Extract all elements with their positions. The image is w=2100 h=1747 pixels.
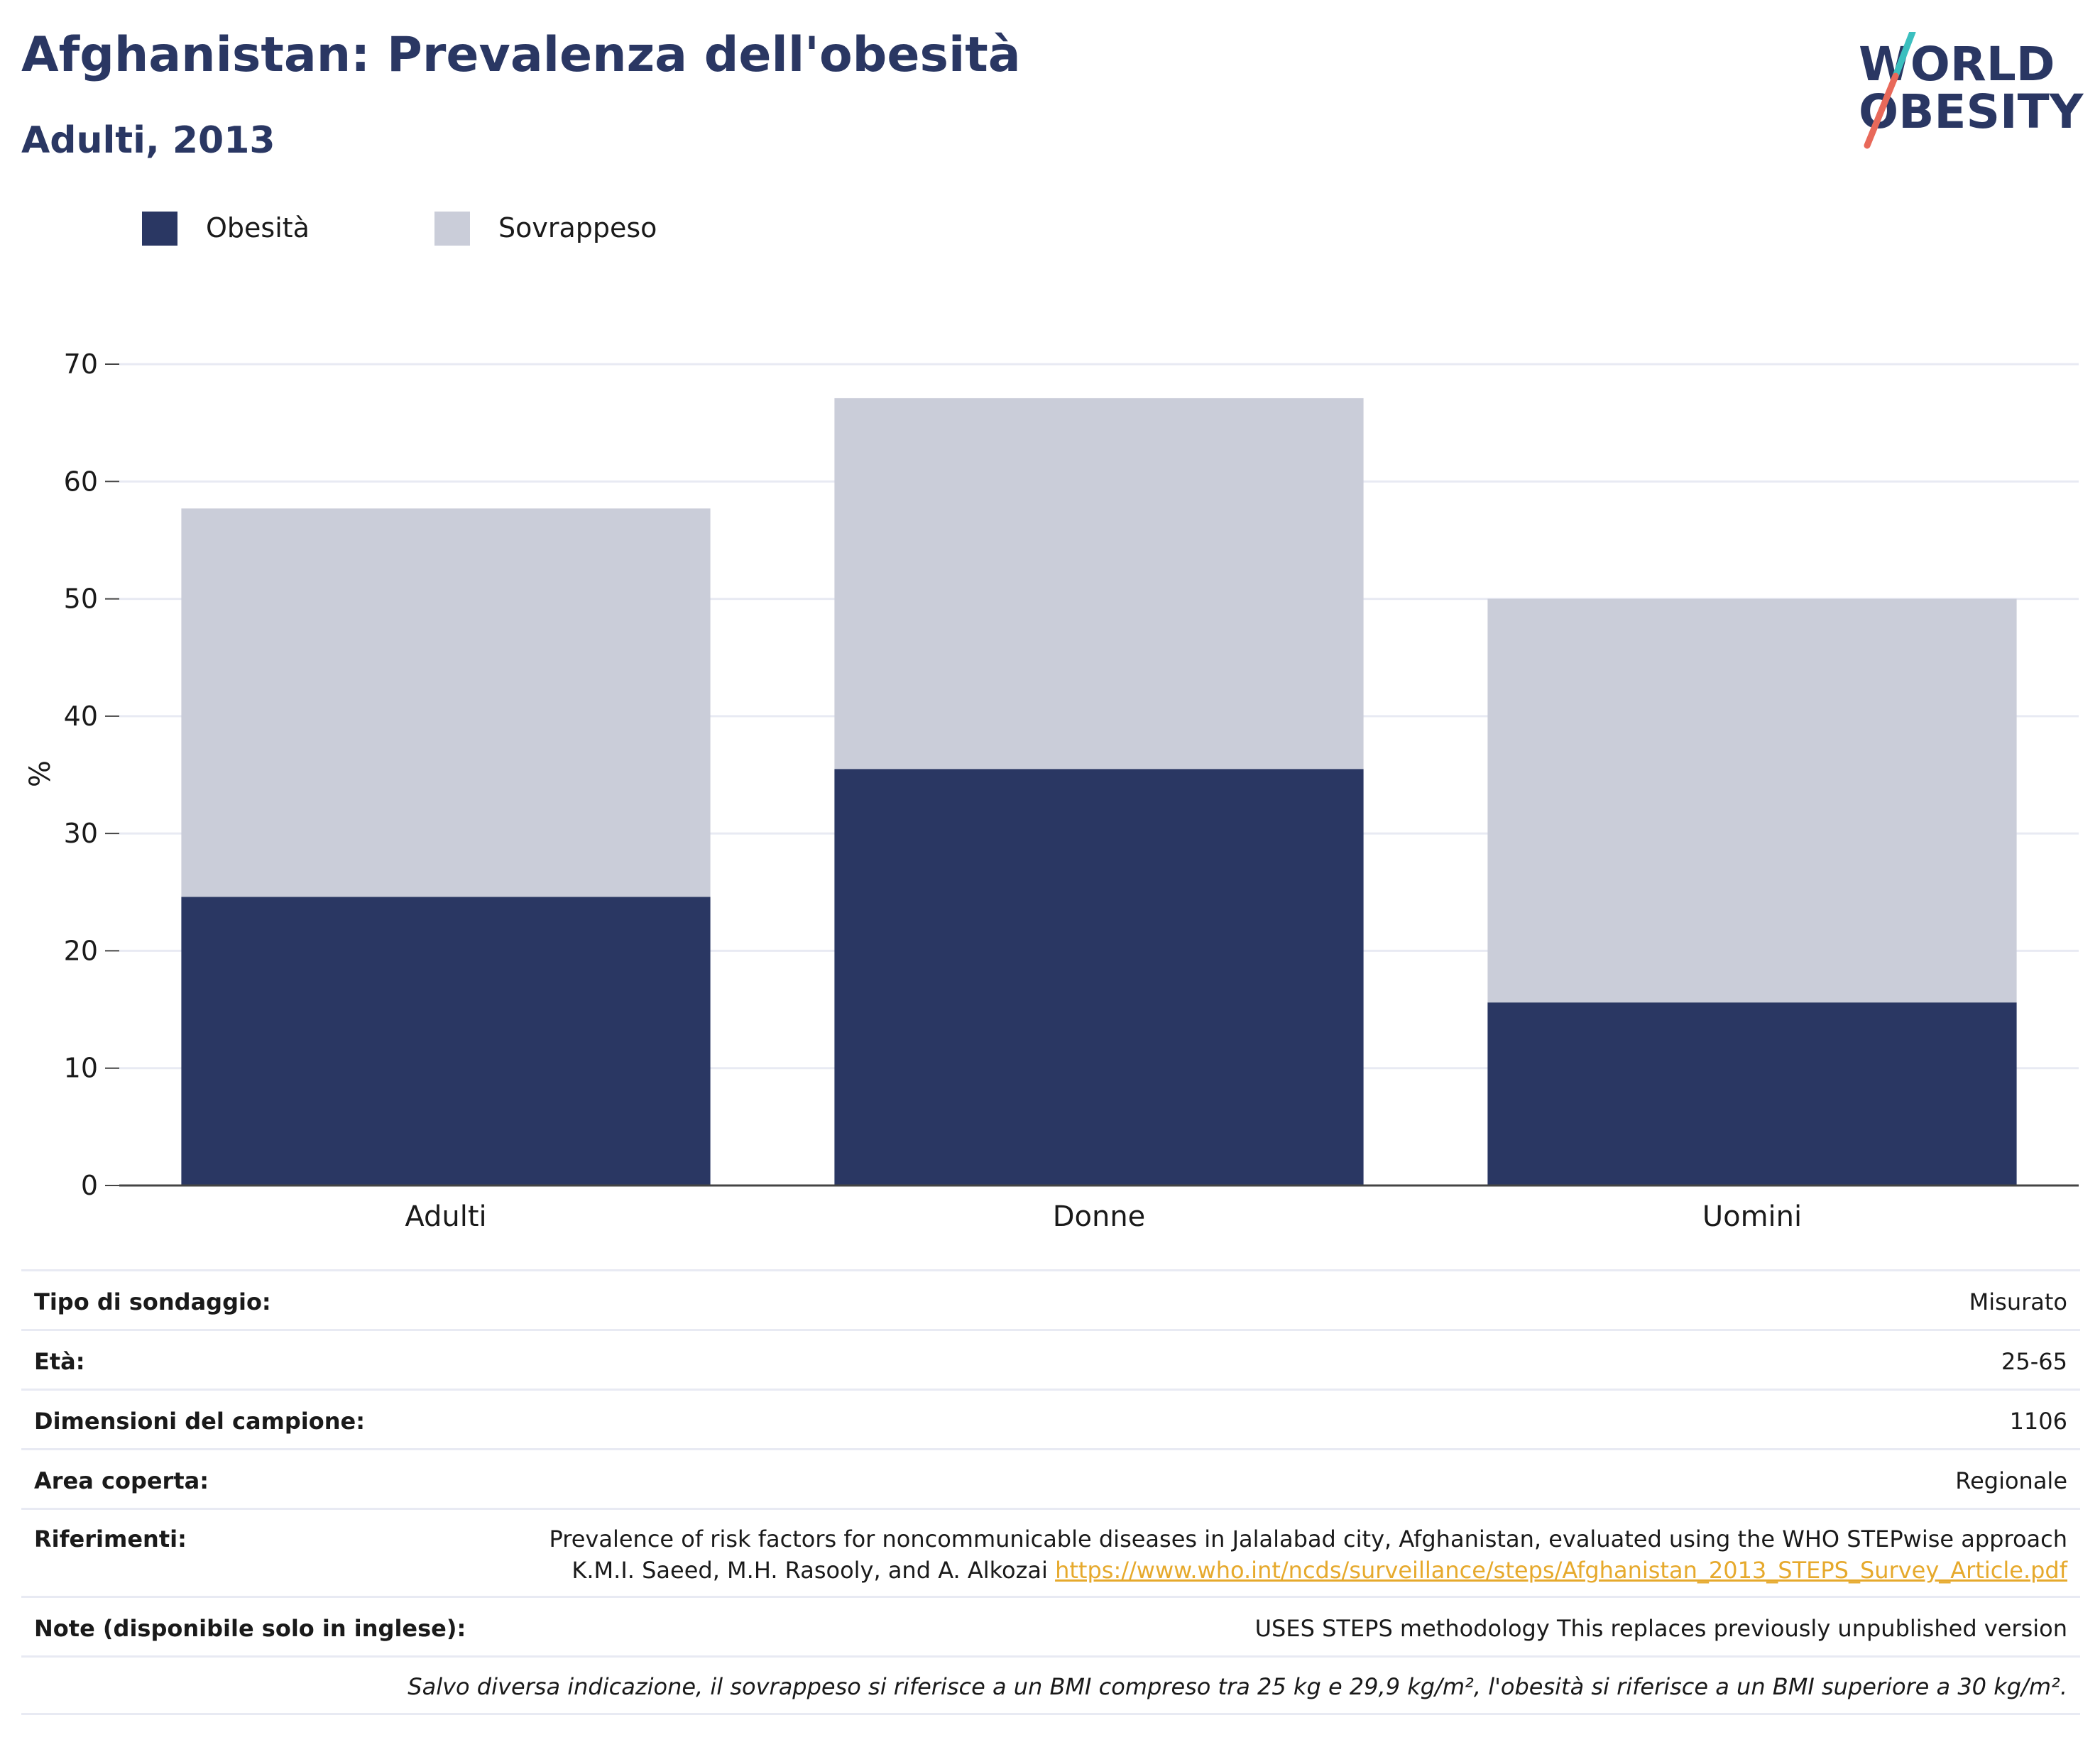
world-obesity-logo: WORLD OBESITY bbox=[1859, 32, 2084, 149]
bar-chart: 0 10 20 30 40 50 60 70 Adulti Donne Uomini% bbox=[24, 349, 2079, 1233]
bar-overweight bbox=[1487, 598, 2017, 1003]
legend-swatch-obesity bbox=[142, 212, 177, 246]
info-value: 1106 bbox=[2009, 1408, 2067, 1435]
legend-label-obesity: Obesità bbox=[206, 212, 310, 243]
bar-overweight bbox=[181, 508, 711, 897]
info-value: USES STEPS methodology This replaces pre… bbox=[1254, 1615, 2067, 1642]
info-row-references: Riferimenti: Prevalence of risk factors … bbox=[21, 1508, 2080, 1596]
info-row-notes: Note (disponibile solo in inglese): USES… bbox=[21, 1596, 2080, 1655]
bar-obesity bbox=[1487, 1002, 2017, 1185]
page-subtitle: Adulti, 2013 bbox=[21, 119, 275, 162]
y-tick-label: 0 bbox=[81, 1170, 98, 1201]
svg-text:OBESITY: OBESITY bbox=[1859, 84, 2084, 139]
reference-title: Prevalence of risk factors for noncommun… bbox=[549, 1526, 2067, 1552]
info-value: 25-65 bbox=[2001, 1348, 2067, 1375]
bar-obesity bbox=[181, 897, 711, 1185]
legend-swatch-overweight bbox=[434, 212, 470, 246]
footnote: Salvo diversa indicazione, il sovrappeso… bbox=[408, 1673, 2067, 1700]
y-tick-label: 30 bbox=[64, 818, 98, 849]
info-label: Riferimenti: bbox=[34, 1526, 187, 1552]
y-tick-label: 60 bbox=[64, 466, 98, 497]
info-row-area: Area coperta: Regionale bbox=[21, 1448, 2080, 1508]
info-value: Regionale bbox=[1955, 1467, 2067, 1494]
info-label: Tipo di sondaggio: bbox=[34, 1288, 271, 1315]
legend-label-overweight: Sovrappeso bbox=[498, 212, 657, 243]
info-label: Area coperta: bbox=[34, 1467, 209, 1494]
info-label: Età: bbox=[34, 1348, 85, 1375]
y-tick-label: 10 bbox=[64, 1053, 98, 1084]
info-row-footnote: Salvo diversa indicazione, il sovrappeso… bbox=[21, 1655, 2080, 1715]
bar-overweight bbox=[834, 398, 1364, 770]
y-axis-label: % bbox=[24, 760, 57, 787]
bar-obesity bbox=[834, 769, 1364, 1185]
y-tick-label: 20 bbox=[64, 935, 98, 966]
info-row-survey-type: Tipo di sondaggio: Misurato bbox=[21, 1269, 2080, 1329]
info-row-sample-size: Dimensioni del campione: 1106 bbox=[21, 1389, 2080, 1448]
y-tick-label: 70 bbox=[64, 349, 98, 380]
info-label: Note (disponibile solo in inglese): bbox=[34, 1615, 466, 1642]
x-tick-label: Donne bbox=[1053, 1200, 1146, 1233]
reference-authors-text: K.M.I. Saeed, M.H. Rasooly, and A. Alkoz… bbox=[572, 1557, 1056, 1584]
y-tick-label: 50 bbox=[64, 584, 98, 615]
svg-text:WORLD: WORLD bbox=[1859, 37, 2055, 92]
x-tick-label: Adulti bbox=[405, 1200, 486, 1233]
reference-link[interactable]: https://www.who.int/ncds/surveillance/st… bbox=[1055, 1557, 2067, 1584]
info-table: Tipo di sondaggio: Misurato Età: 25-65 D… bbox=[21, 1269, 2080, 1715]
info-row-age: Età: 25-65 bbox=[21, 1329, 2080, 1389]
info-label: Dimensioni del campione: bbox=[34, 1408, 366, 1435]
info-value: Misurato bbox=[1969, 1288, 2067, 1315]
x-tick-label: Uomini bbox=[1702, 1200, 1802, 1233]
y-tick-label: 40 bbox=[64, 701, 98, 732]
reference-authors: K.M.I. Saeed, M.H. Rasooly, and A. Alkoz… bbox=[572, 1557, 2067, 1584]
page-title: Afghanistan: Prevalenza dell'obesità bbox=[21, 27, 1021, 83]
